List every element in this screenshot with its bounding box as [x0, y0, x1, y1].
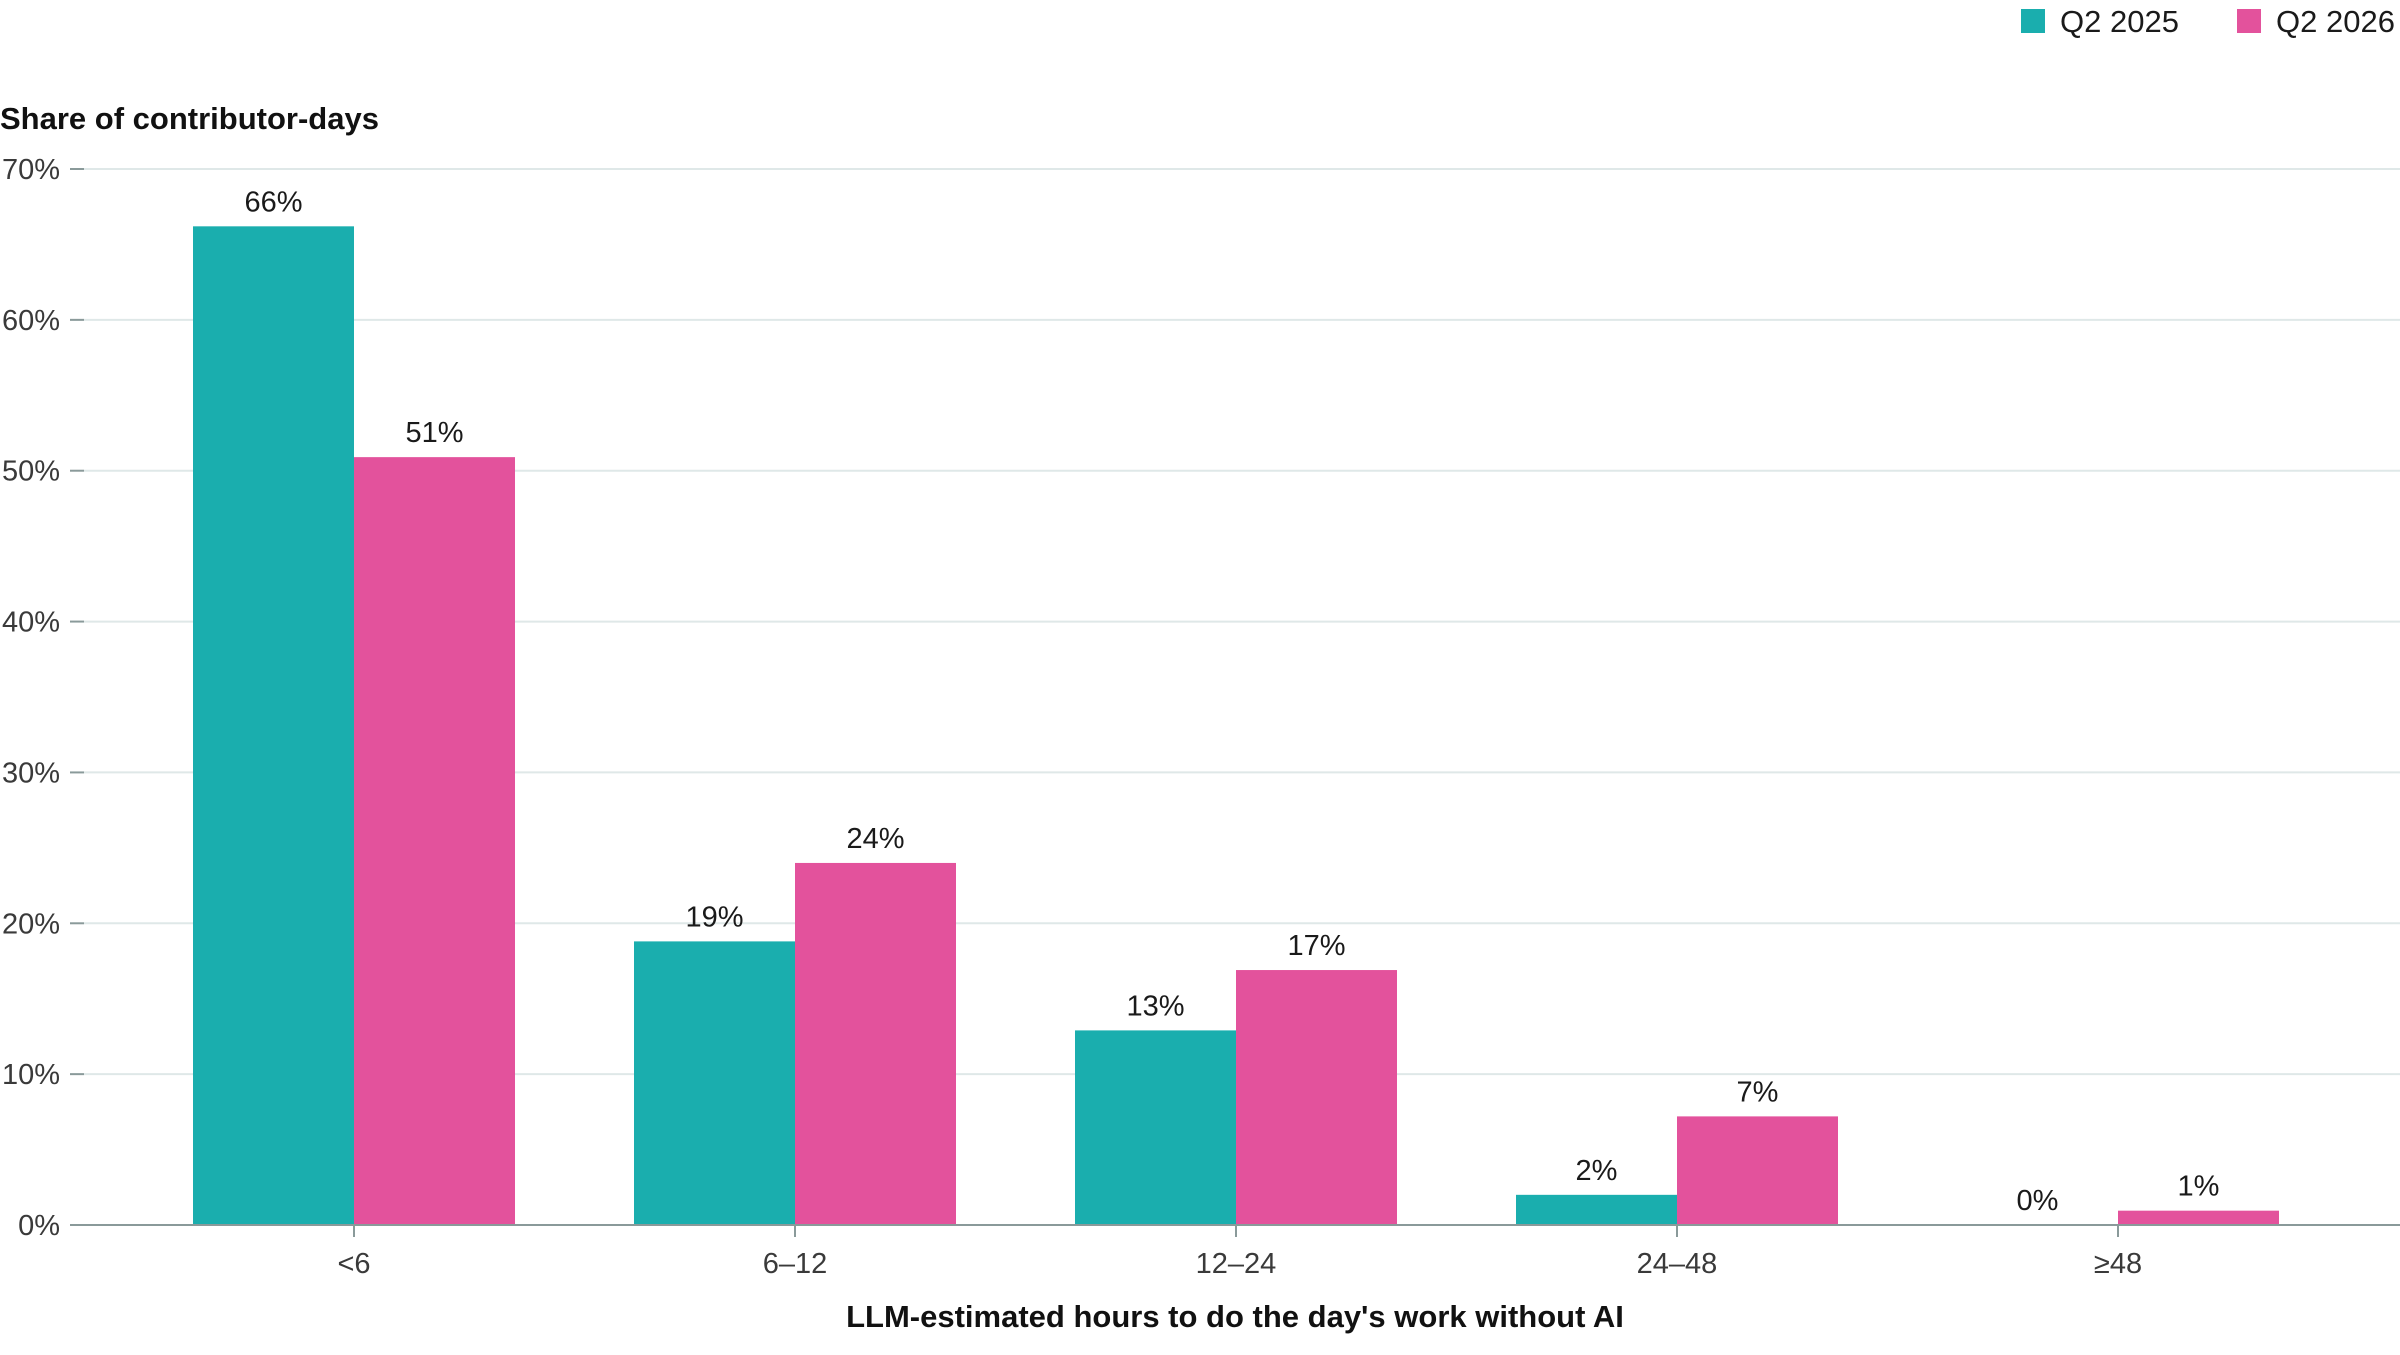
value-labels: 66% 51% 19% 24% 13% 17% 2% 7% 0% 1%: [244, 186, 2219, 1217]
data-label: 2%: [1576, 1155, 1618, 1187]
data-label: 13%: [1126, 990, 1184, 1022]
data-label: 1%: [2178, 1171, 2220, 1203]
y-tick-label: 0%: [18, 1210, 60, 1242]
legend-swatch-q2-2025: [2021, 9, 2045, 33]
bar-q2-2025: [1075, 1030, 1236, 1225]
data-label: 7%: [1737, 1076, 1779, 1108]
bar-q2-2025: [193, 226, 354, 1226]
y-tick-label: 40%: [2, 607, 60, 639]
x-tick-label: 24–48: [1637, 1248, 1718, 1280]
y-axis-title: Share of contributor-days: [0, 101, 379, 136]
x-tick-label: 6–12: [763, 1248, 828, 1280]
bar-q2-2025: [1516, 1194, 1677, 1225]
y-tick-label: 70%: [2, 154, 60, 186]
x-tick-label: ≥48: [2094, 1248, 2142, 1280]
data-label: 19%: [685, 901, 743, 933]
y-tick-label: 30%: [2, 757, 60, 789]
y-tick-label: 20%: [2, 908, 60, 940]
data-label: 17%: [1287, 930, 1345, 962]
bar-q2-2025: [634, 941, 795, 1225]
data-label: 51%: [405, 417, 463, 449]
bar-q2-2026: [1236, 970, 1397, 1225]
x-axis-title: LLM-estimated hours to do the day's work…: [846, 1299, 1624, 1334]
bar-q2-2026: [2118, 1210, 2279, 1225]
data-label: 24%: [846, 823, 904, 855]
x-tick-label: 12–24: [1196, 1248, 1277, 1280]
x-tick-label: <6: [337, 1248, 370, 1280]
legend-swatch-q2-2026: [2237, 9, 2261, 33]
legend: Q2 2025 Q2 2026: [2021, 4, 2395, 39]
legend-label-q2-2025: Q2 2025: [2060, 4, 2179, 39]
bar-q2-2026: [354, 457, 515, 1225]
y-tick-label: 60%: [2, 305, 60, 337]
data-label: 66%: [244, 186, 302, 218]
bar-q2-2026: [795, 862, 956, 1225]
bars: [193, 226, 2279, 1226]
bar-q2-2026: [1677, 1116, 1838, 1225]
y-tick-label: 50%: [2, 456, 60, 488]
axes: 0% 10% 20% 30% 40% 50% 60% 70% <6 6–12 12–24 24–48 ≥…: [2, 154, 2400, 1280]
data-label: 0%: [2017, 1185, 2059, 1217]
legend-label-q2-2026: Q2 2026: [2276, 4, 2395, 39]
y-tick-label: 10%: [2, 1059, 60, 1091]
